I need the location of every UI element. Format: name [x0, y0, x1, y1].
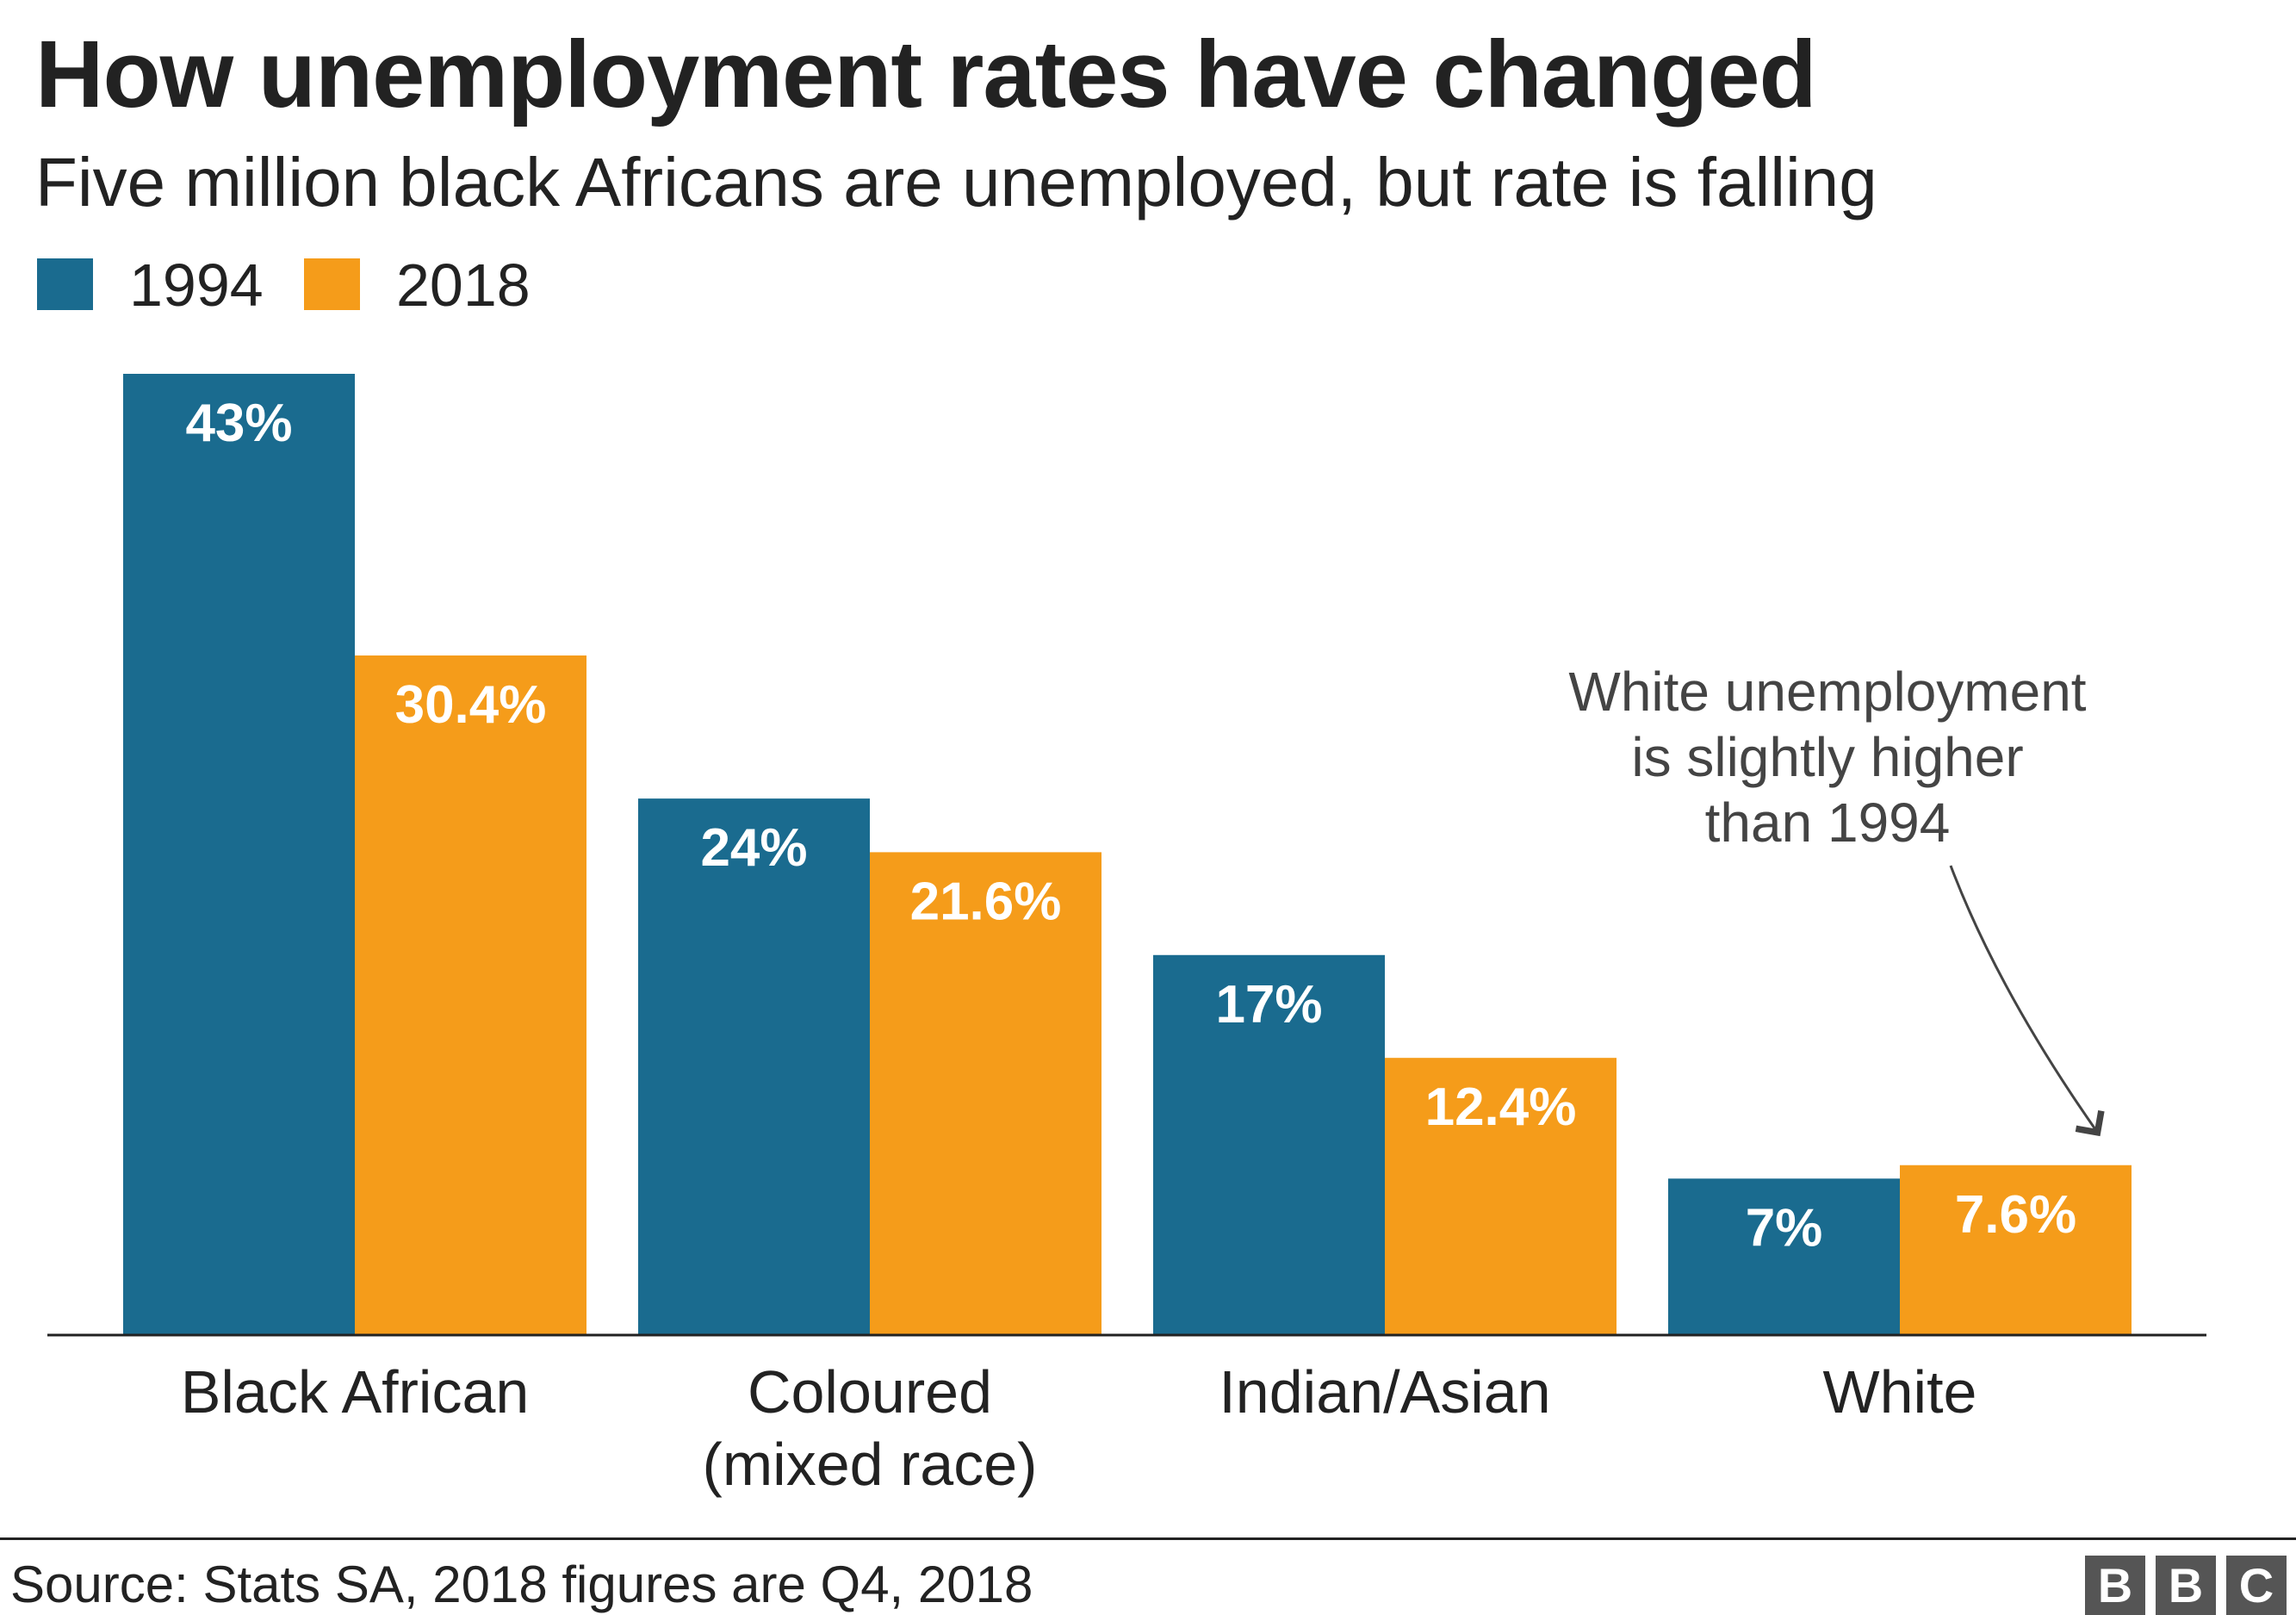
- bars-group: [123, 374, 2132, 1335]
- annotation-arrow: [1949, 865, 2105, 1137]
- bbc-logo-letter-1: B: [2085, 1556, 2145, 1615]
- bar-white-2018: [1900, 1165, 2132, 1335]
- footer-rule: [0, 1537, 2296, 1540]
- bar-white-1994: [1668, 1178, 1900, 1335]
- annotation-text-line-3: than 1994: [1705, 792, 1951, 854]
- chart-subtitle: Five million black Africans are unemploy…: [35, 144, 1877, 221]
- bar-black-african-1994: [123, 374, 355, 1335]
- bar-indian-asian-2018: [1385, 1058, 1617, 1335]
- chart-title: How unemployment rates have changed: [35, 22, 1817, 127]
- bar-coloured-mixed-race-1994: [638, 798, 870, 1335]
- category-label-coloured-mixed-race-line-2: (mixed race): [703, 1431, 1038, 1498]
- legend-swatch-2018: [304, 258, 360, 310]
- annotation-text-line-1: White unemployment: [1568, 661, 2086, 723]
- category-label-indian-asian: Indian/Asian: [1219, 1358, 1550, 1426]
- value-label-indian-asian-1994: 17%: [1215, 975, 1322, 1034]
- legend-label-1994: 1994: [129, 252, 264, 319]
- legend-label-2018: 2018: [396, 252, 531, 319]
- value-labels-group: 43% 30.4% 24% 21.6% 17% 12.4% 7% 7.6%: [185, 394, 2076, 1258]
- legend-swatch-1994: [37, 258, 93, 310]
- category-label-white: White: [1823, 1358, 1977, 1426]
- category-label-coloured-mixed-race-line-1: Coloured: [748, 1358, 992, 1426]
- bar-coloured-mixed-race-2018: [870, 852, 1101, 1335]
- bar-indian-asian-1994: [1153, 954, 1385, 1335]
- category-label-black-african: Black African: [181, 1358, 530, 1426]
- annotation-text-line-2: is slightly higher: [1631, 726, 2023, 788]
- bbc-logo-letter-2: B: [2156, 1556, 2216, 1615]
- value-label-white-2018: 7.6%: [1955, 1185, 2076, 1245]
- value-label-coloured-mixed-race-1994: 24%: [700, 818, 807, 878]
- bbc-logo-letter-3: C: [2226, 1556, 2287, 1615]
- value-label-indian-asian-2018: 12.4%: [1425, 1078, 1577, 1137]
- bar-black-african-2018: [355, 655, 586, 1335]
- source-note: Source: Stats SA, 2018 figures are Q4, 2…: [10, 1556, 1033, 1613]
- category-labels-group: Black African Coloured(mixed race) Indian/…: [181, 1358, 1977, 1498]
- value-label-black-african-1994: 43%: [185, 394, 292, 453]
- value-label-white-1994: 7%: [1746, 1198, 1823, 1258]
- value-label-black-african-2018: 30.4%: [395, 675, 547, 735]
- value-label-coloured-mixed-race-2018: 21.6%: [910, 872, 1062, 931]
